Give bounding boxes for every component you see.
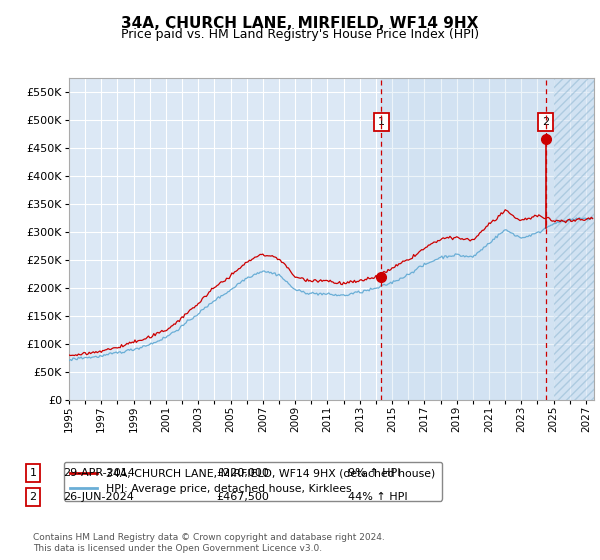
Bar bbox=[554, 78, 594, 400]
Bar bbox=[554, 78, 594, 400]
Text: 1: 1 bbox=[29, 468, 37, 478]
Text: 1: 1 bbox=[378, 117, 385, 127]
Text: £467,500: £467,500 bbox=[216, 492, 269, 502]
Text: £220,000: £220,000 bbox=[216, 468, 269, 478]
Legend: 34A, CHURCH LANE, MIRFIELD, WF14 9HX (detached house), HPI: Average price, detac: 34A, CHURCH LANE, MIRFIELD, WF14 9HX (de… bbox=[64, 462, 442, 501]
Text: 2: 2 bbox=[542, 117, 549, 127]
Text: 29-APR-2014: 29-APR-2014 bbox=[63, 468, 135, 478]
Text: 44% ↑ HPI: 44% ↑ HPI bbox=[348, 492, 407, 502]
Text: Contains HM Land Registry data © Crown copyright and database right 2024.
This d: Contains HM Land Registry data © Crown c… bbox=[33, 533, 385, 553]
Text: Price paid vs. HM Land Registry's House Price Index (HPI): Price paid vs. HM Land Registry's House … bbox=[121, 28, 479, 41]
Text: 9% ↑ HPI: 9% ↑ HPI bbox=[348, 468, 401, 478]
Text: 34A, CHURCH LANE, MIRFIELD, WF14 9HX: 34A, CHURCH LANE, MIRFIELD, WF14 9HX bbox=[121, 16, 479, 31]
Text: 2: 2 bbox=[29, 492, 37, 502]
Bar bbox=[381, 78, 554, 400]
Text: 26-JUN-2024: 26-JUN-2024 bbox=[63, 492, 134, 502]
